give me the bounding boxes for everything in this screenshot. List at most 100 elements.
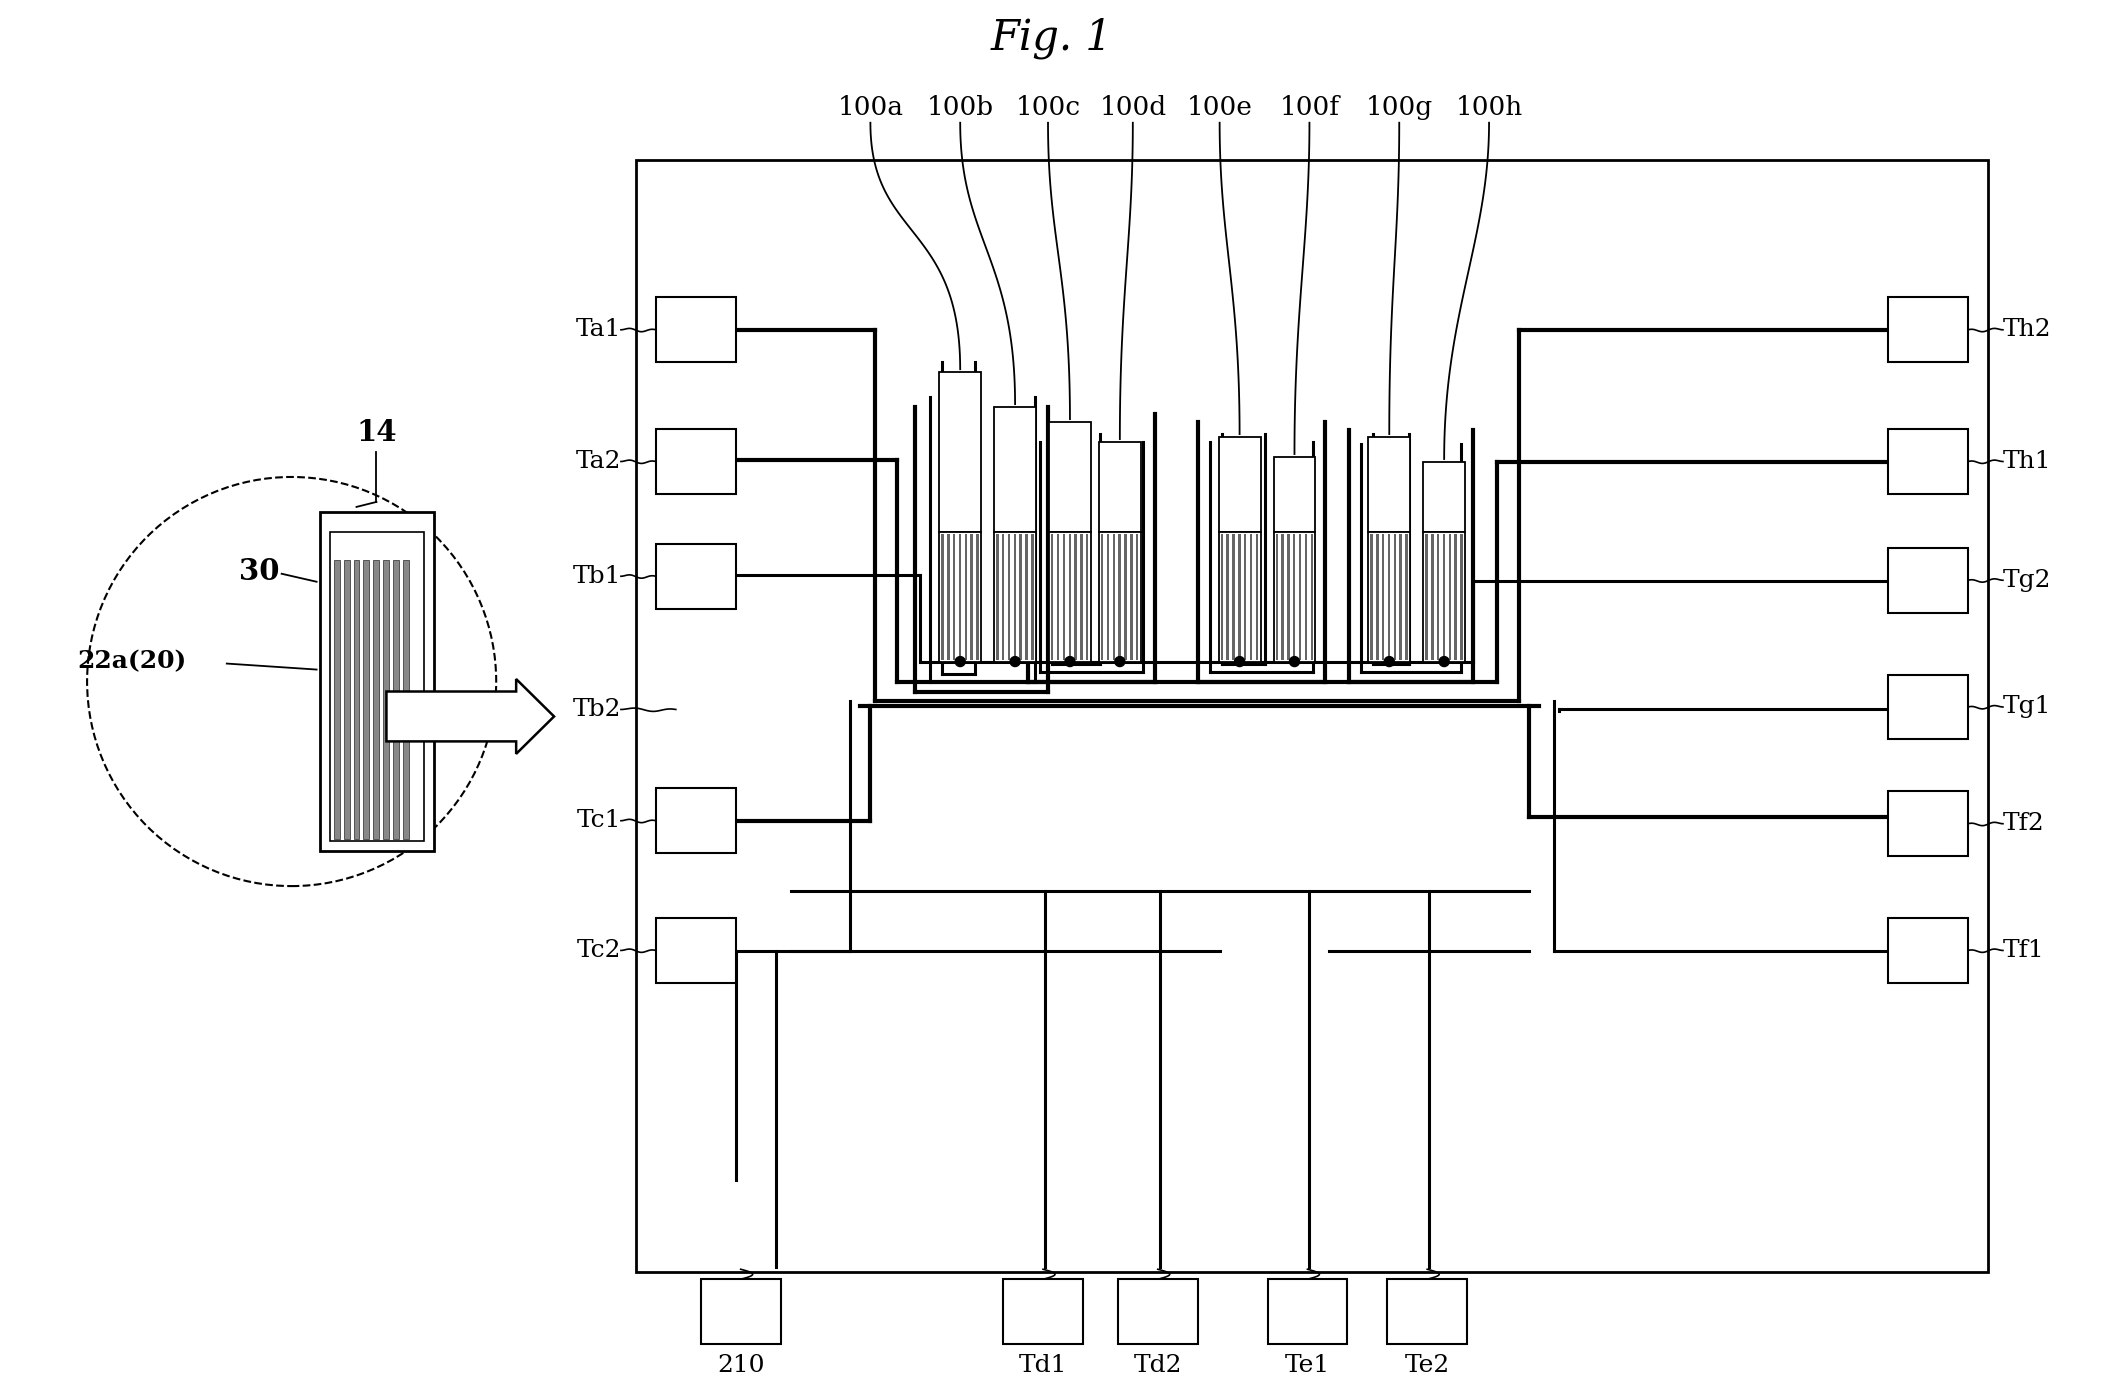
Bar [1031, 534, 1033, 660]
Bar [1002, 534, 1004, 660]
Bar [1399, 534, 1401, 660]
Bar [1233, 534, 1235, 660]
Bar [1281, 534, 1283, 660]
Text: Ta1: Ta1 [576, 318, 621, 342]
Bar [1887, 918, 1967, 983]
Bar [1298, 534, 1302, 660]
Text: Tb2: Tb2 [572, 698, 621, 721]
Bar [1311, 534, 1313, 660]
Bar [1273, 532, 1315, 661]
Bar [964, 534, 968, 660]
Bar [1267, 1279, 1347, 1344]
Bar [1056, 534, 1058, 660]
Bar [1389, 534, 1391, 660]
Bar [1887, 791, 1967, 856]
Bar [1218, 532, 1260, 661]
Text: 100c: 100c [1016, 95, 1081, 120]
Bar [1025, 534, 1027, 660]
Bar [1460, 534, 1462, 660]
Bar [993, 407, 1035, 532]
Bar [1136, 534, 1138, 660]
Bar [1063, 534, 1065, 660]
Bar [1098, 443, 1140, 532]
Bar [1382, 534, 1384, 660]
Bar [1422, 532, 1464, 661]
Bar [1243, 534, 1246, 660]
Bar [1220, 534, 1222, 660]
Bar [1887, 675, 1967, 740]
Bar [1107, 534, 1109, 660]
Text: Td2: Td2 [1134, 1354, 1182, 1377]
Bar [940, 534, 945, 660]
Bar [364, 560, 370, 839]
Bar [1368, 437, 1410, 532]
Bar [976, 534, 978, 660]
Bar [1370, 534, 1372, 660]
Text: 210: 210 [717, 1354, 764, 1377]
Bar [1448, 534, 1452, 660]
Text: 100e: 100e [1187, 95, 1252, 120]
Bar [1227, 534, 1229, 660]
Text: 100b: 100b [926, 95, 993, 120]
Circle shape [1065, 657, 1075, 667]
Text: 30: 30 [240, 557, 280, 586]
Bar [656, 918, 736, 983]
Text: Te2: Te2 [1405, 1354, 1450, 1377]
Bar [953, 534, 955, 660]
Text: Fig. 1: Fig. 1 [991, 17, 1113, 59]
Bar [1376, 534, 1378, 660]
Bar [1100, 534, 1102, 660]
Bar [1052, 534, 1054, 660]
Bar [970, 534, 972, 660]
Bar [1275, 534, 1277, 660]
Text: Td1: Td1 [1018, 1354, 1067, 1377]
Bar [375, 560, 379, 839]
Text: 100g: 100g [1365, 95, 1433, 120]
Bar [1117, 1279, 1197, 1344]
FancyArrow shape [387, 679, 553, 754]
Circle shape [1384, 657, 1395, 667]
Bar [938, 532, 980, 661]
Bar [995, 534, 999, 660]
Bar [393, 560, 400, 839]
Bar [1422, 462, 1464, 532]
Bar [993, 532, 1035, 661]
Text: 14: 14 [356, 418, 398, 447]
Bar [404, 560, 410, 839]
Bar [353, 560, 360, 839]
Bar [1250, 534, 1252, 660]
Bar [1405, 534, 1408, 660]
Text: Th1: Th1 [2003, 449, 2051, 473]
Bar [1079, 534, 1084, 660]
Bar [1424, 534, 1429, 660]
Text: Tf2: Tf2 [2003, 812, 2045, 835]
Bar [1218, 437, 1260, 532]
Bar [330, 532, 425, 841]
Text: Ta2: Ta2 [574, 449, 621, 473]
Bar [1437, 534, 1439, 660]
Bar [1020, 534, 1023, 660]
Bar [343, 560, 349, 839]
Bar [1086, 534, 1088, 660]
Bar [1069, 534, 1071, 660]
Bar [1273, 456, 1315, 532]
Bar [1387, 1279, 1466, 1344]
Bar [1050, 532, 1090, 661]
Bar [1288, 534, 1290, 660]
Bar [1098, 532, 1140, 661]
Bar [938, 372, 980, 532]
Text: 100a: 100a [837, 95, 903, 120]
Circle shape [1115, 657, 1126, 667]
Bar [1393, 534, 1397, 660]
Text: 100f: 100f [1279, 95, 1340, 120]
Bar [383, 560, 389, 839]
Bar [959, 534, 962, 660]
Circle shape [1010, 657, 1020, 667]
Bar [1454, 534, 1456, 660]
Bar [1119, 534, 1121, 660]
Bar [656, 297, 736, 362]
Bar [656, 788, 736, 853]
Bar [1050, 422, 1090, 532]
Bar [335, 560, 339, 839]
Text: 100h: 100h [1456, 95, 1523, 120]
